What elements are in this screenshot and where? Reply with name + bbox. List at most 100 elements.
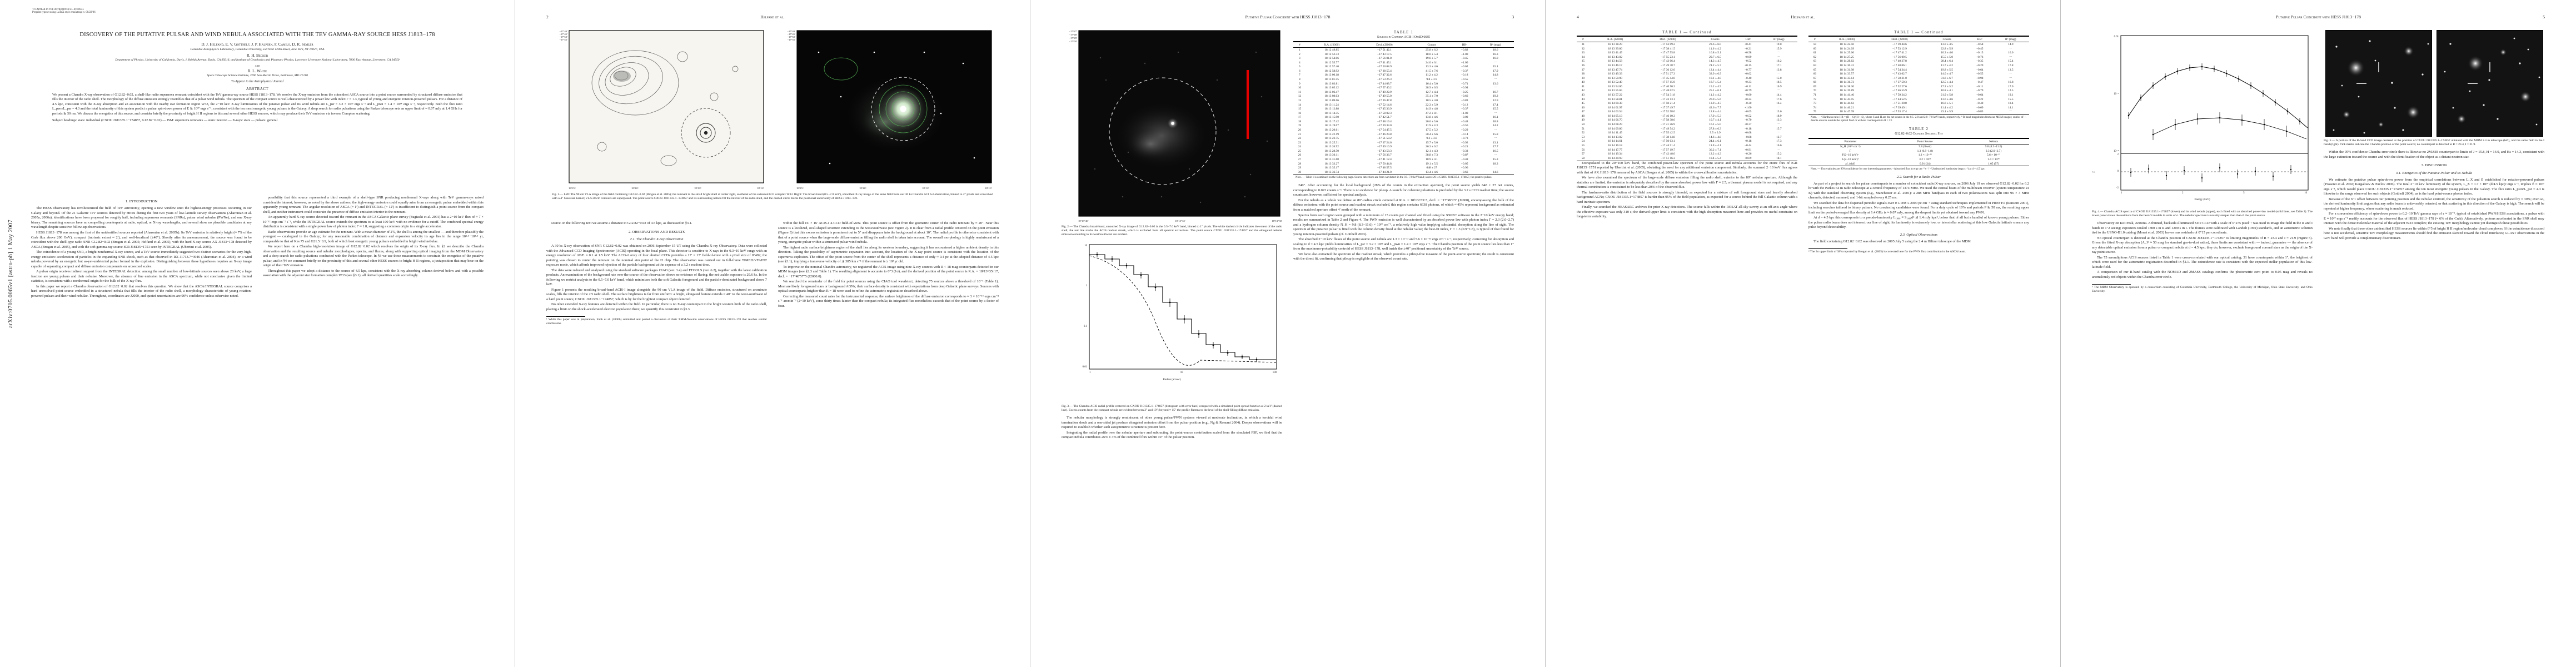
table-cell: 18 13 52.49 [1608, 81, 1622, 84]
fig4-caption: Fig. 4.— Chandra ACIS spectra of CXOU J1… [2092, 210, 2313, 218]
table-cell: −0.47 [1976, 81, 1984, 84]
table-cell: 18 13 44.58 [1608, 59, 1622, 63]
table-cell: 9.5 ± 3.9 [1710, 131, 1721, 135]
tick-label: −17°48′ [1069, 33, 1077, 37]
table-cell: −0.18 [1744, 127, 1752, 131]
table-cell: 25.8 ± 6.2 [1426, 48, 1438, 52]
table-cell: 14.1 [2008, 106, 2014, 109]
table-cell: 18 13 49.33 [1608, 72, 1622, 76]
table-cell: −17 43 02.7 [1892, 72, 1907, 76]
table-cell: 13.6 [1493, 82, 1498, 86]
table-row: 35 18 13 44.58 −17 42 06.4 14.3 ± 4.7 −0… [1577, 59, 1797, 64]
iband-image [2436, 30, 2543, 137]
table1-note: Note. — Table 1 is continued on the foll… [1296, 176, 1492, 180]
table-cell: −0.37 [1461, 107, 1468, 111]
figure-1: −17°40′ −17°45′ −17°50′ −17°55′ [546, 30, 999, 201]
column-header: R.A. (J2000) [1821, 36, 1873, 43]
table-cell: 18 13 23.75 [1324, 137, 1339, 141]
table-cell: +0.79 [1744, 89, 1752, 93]
table-cell: 18 14 28.82 [1840, 59, 1854, 63]
table-cell: 18 13 00.18 [1324, 73, 1339, 77]
table-cell: 28.9 ± 6.5 [1426, 86, 1438, 90]
table-row: 49 18 14 06.70 −17 58 38.6 10.7 ± 4.1 −0… [1577, 118, 1797, 123]
table-cell: 10.9 ± 4.1 [1426, 158, 1438, 162]
section-heading-observations: 2. OBSERVATIONS AND RESULTS [628, 230, 685, 234]
fig5-caption: Fig. 5.— A portion of the R-band CCD ima… [2324, 139, 2544, 147]
paragraph: The nebular morphology is strongly remin… [1062, 416, 1282, 430]
table-cell: 14.9 ± 4.8 [1426, 107, 1438, 111]
fig1-left-panel: −17°40′ −17°45′ −17°50′ −17°55′ [559, 30, 764, 190]
paragraph-list: The nebular morphology is strongly remin… [1062, 416, 1282, 440]
table-cell: −17 45 44.6 [1660, 76, 1675, 80]
table-cell: 11.6 ± 4.2 [1709, 47, 1721, 51]
table-cell: ⋯ [2009, 76, 2012, 80]
tick-label: 100 [1272, 371, 1277, 374]
table-cell: 10.7 ± 4.1 [1709, 118, 1721, 122]
tick-label: −17°49′ [1069, 37, 1077, 40]
table-cell: 2.3 (2.0−2.7) [1985, 149, 2002, 153]
table-cell: −17 38 55.4 [1377, 69, 1392, 73]
table-cell: 18 14 00.38 [1608, 102, 1622, 106]
table-cell: +0.62 [1744, 72, 1752, 76]
table-cell: 42 [1581, 89, 1585, 93]
table-cell: 18 14 05.13 [1608, 114, 1622, 118]
tick-label: 18ʰ15ᵐ [569, 187, 576, 190]
table-cell: 15.5 [2008, 97, 2014, 101]
table-cell: +0.66 [1461, 94, 1468, 98]
table-cell: −17 40 22.9 [1377, 90, 1392, 94]
table-cell: 59 [1813, 43, 1817, 47]
paragraph: The 75 serendipitous ACIS sources listed… [2092, 255, 2313, 269]
table-cell: 1.4 × 10³⁴ [1987, 157, 2000, 161]
table-cell: 18 13 20.61 [1324, 128, 1339, 132]
fig1-right-panel: −17°40′ −17°45′ −17°50′ −17°55′ [787, 30, 992, 190]
table-cell: 16.0 [1493, 57, 1498, 61]
table-cell: 40 [1581, 81, 1585, 84]
table-cell: −17 55 23.1 [1660, 55, 1675, 59]
table-cell: 15.7 [1776, 127, 1782, 131]
table-cell: 18.7 ± 5.4 [1709, 81, 1721, 84]
table-row: 34 18 13 43.02 −17 55 23.1 29.7 ± 6.5 +0… [1577, 55, 1797, 59]
table-cell: 15.5 ± 5.0 [1941, 55, 1953, 59]
table-cell: 18 [1298, 120, 1302, 123]
paper-title: DISCOVERY OF THE PUTATIVE PULSAR AND WIN… [79, 32, 435, 38]
table-row: 40 18 13 52.49 −17 57 15.9 18.7 ± 5.4 +0… [1577, 81, 1797, 85]
table-row: 13 18 13 09.66 −17 36 47.8 10.5 ± 4.0 −0… [1293, 98, 1514, 103]
paragraph: possibility that this source represented… [263, 196, 484, 214]
table-cell: 19.2 [1493, 94, 1498, 98]
table-cell: −0.09 [1461, 116, 1468, 120]
paragraph: The highest radio surface brightness reg… [778, 245, 999, 264]
column-header: R.A. (J2000) [1589, 36, 1641, 43]
table-cell: 16.2 [1776, 59, 1782, 63]
table-cell: 19 [1298, 124, 1302, 128]
table-cell: 17.5 ± 5.2 [1426, 128, 1438, 132]
table-row: 15 18 13 12.88 −17 45 36.9 14.9 ± 4.8 −0… [1293, 107, 1514, 111]
author-2: R. H. Becker [246, 53, 268, 58]
column-header: # [1293, 41, 1306, 48]
table-cell: −17 49 55.0 [1377, 94, 1392, 98]
table-cell: 15.6 [1776, 110, 1782, 114]
table-cell: 12.7 ± 4.4 [1426, 90, 1438, 94]
two-column-body: TABLE 1 — Continued # R.A. (J2000) Decl.… [1577, 30, 2029, 648]
table-cell: 18 12 58.92 [1324, 69, 1339, 73]
table-cell: 5 [1299, 65, 1301, 69]
table-cell: 14.6 ± 4.8 [1709, 135, 1721, 139]
table-cell: 11 [1298, 90, 1301, 94]
table-cell: −17 48 19.4 [1377, 120, 1392, 123]
table-cell: +0.15 [1744, 63, 1752, 67]
tick-label: 18ʰ13ᵐ35ˢ [1175, 219, 1185, 222]
table-cell: 74 [1813, 106, 1817, 109]
table-cell: +0.12 [1461, 103, 1468, 107]
table-cell: ⋯ [1992, 109, 2029, 115]
fig3-caption: Fig. 3.— The Chandra ACIS radial profile… [1062, 404, 1282, 412]
table-cell: 16.5 [1493, 149, 1498, 153]
table-cell: 18 14 01.97 [1608, 106, 1622, 109]
table-1: # R.A. (J2000) Decl. (J2000) Counts HRᵃ … [1293, 41, 1514, 175]
table-cell: 25 [1298, 149, 1302, 153]
table-cell: −0.40 [1744, 76, 1752, 80]
table-cell: −17 37 49.7 [1660, 106, 1675, 109]
table-cell: −17 46 29.8 [1377, 132, 1392, 136]
column-header: Counts [1411, 41, 1452, 48]
fig3-xticks: 1 10 100 [1089, 371, 1277, 375]
table-cell: −17 41 45.1 [1377, 61, 1392, 64]
table-cell: −17 44 08.7 [1377, 82, 1392, 86]
